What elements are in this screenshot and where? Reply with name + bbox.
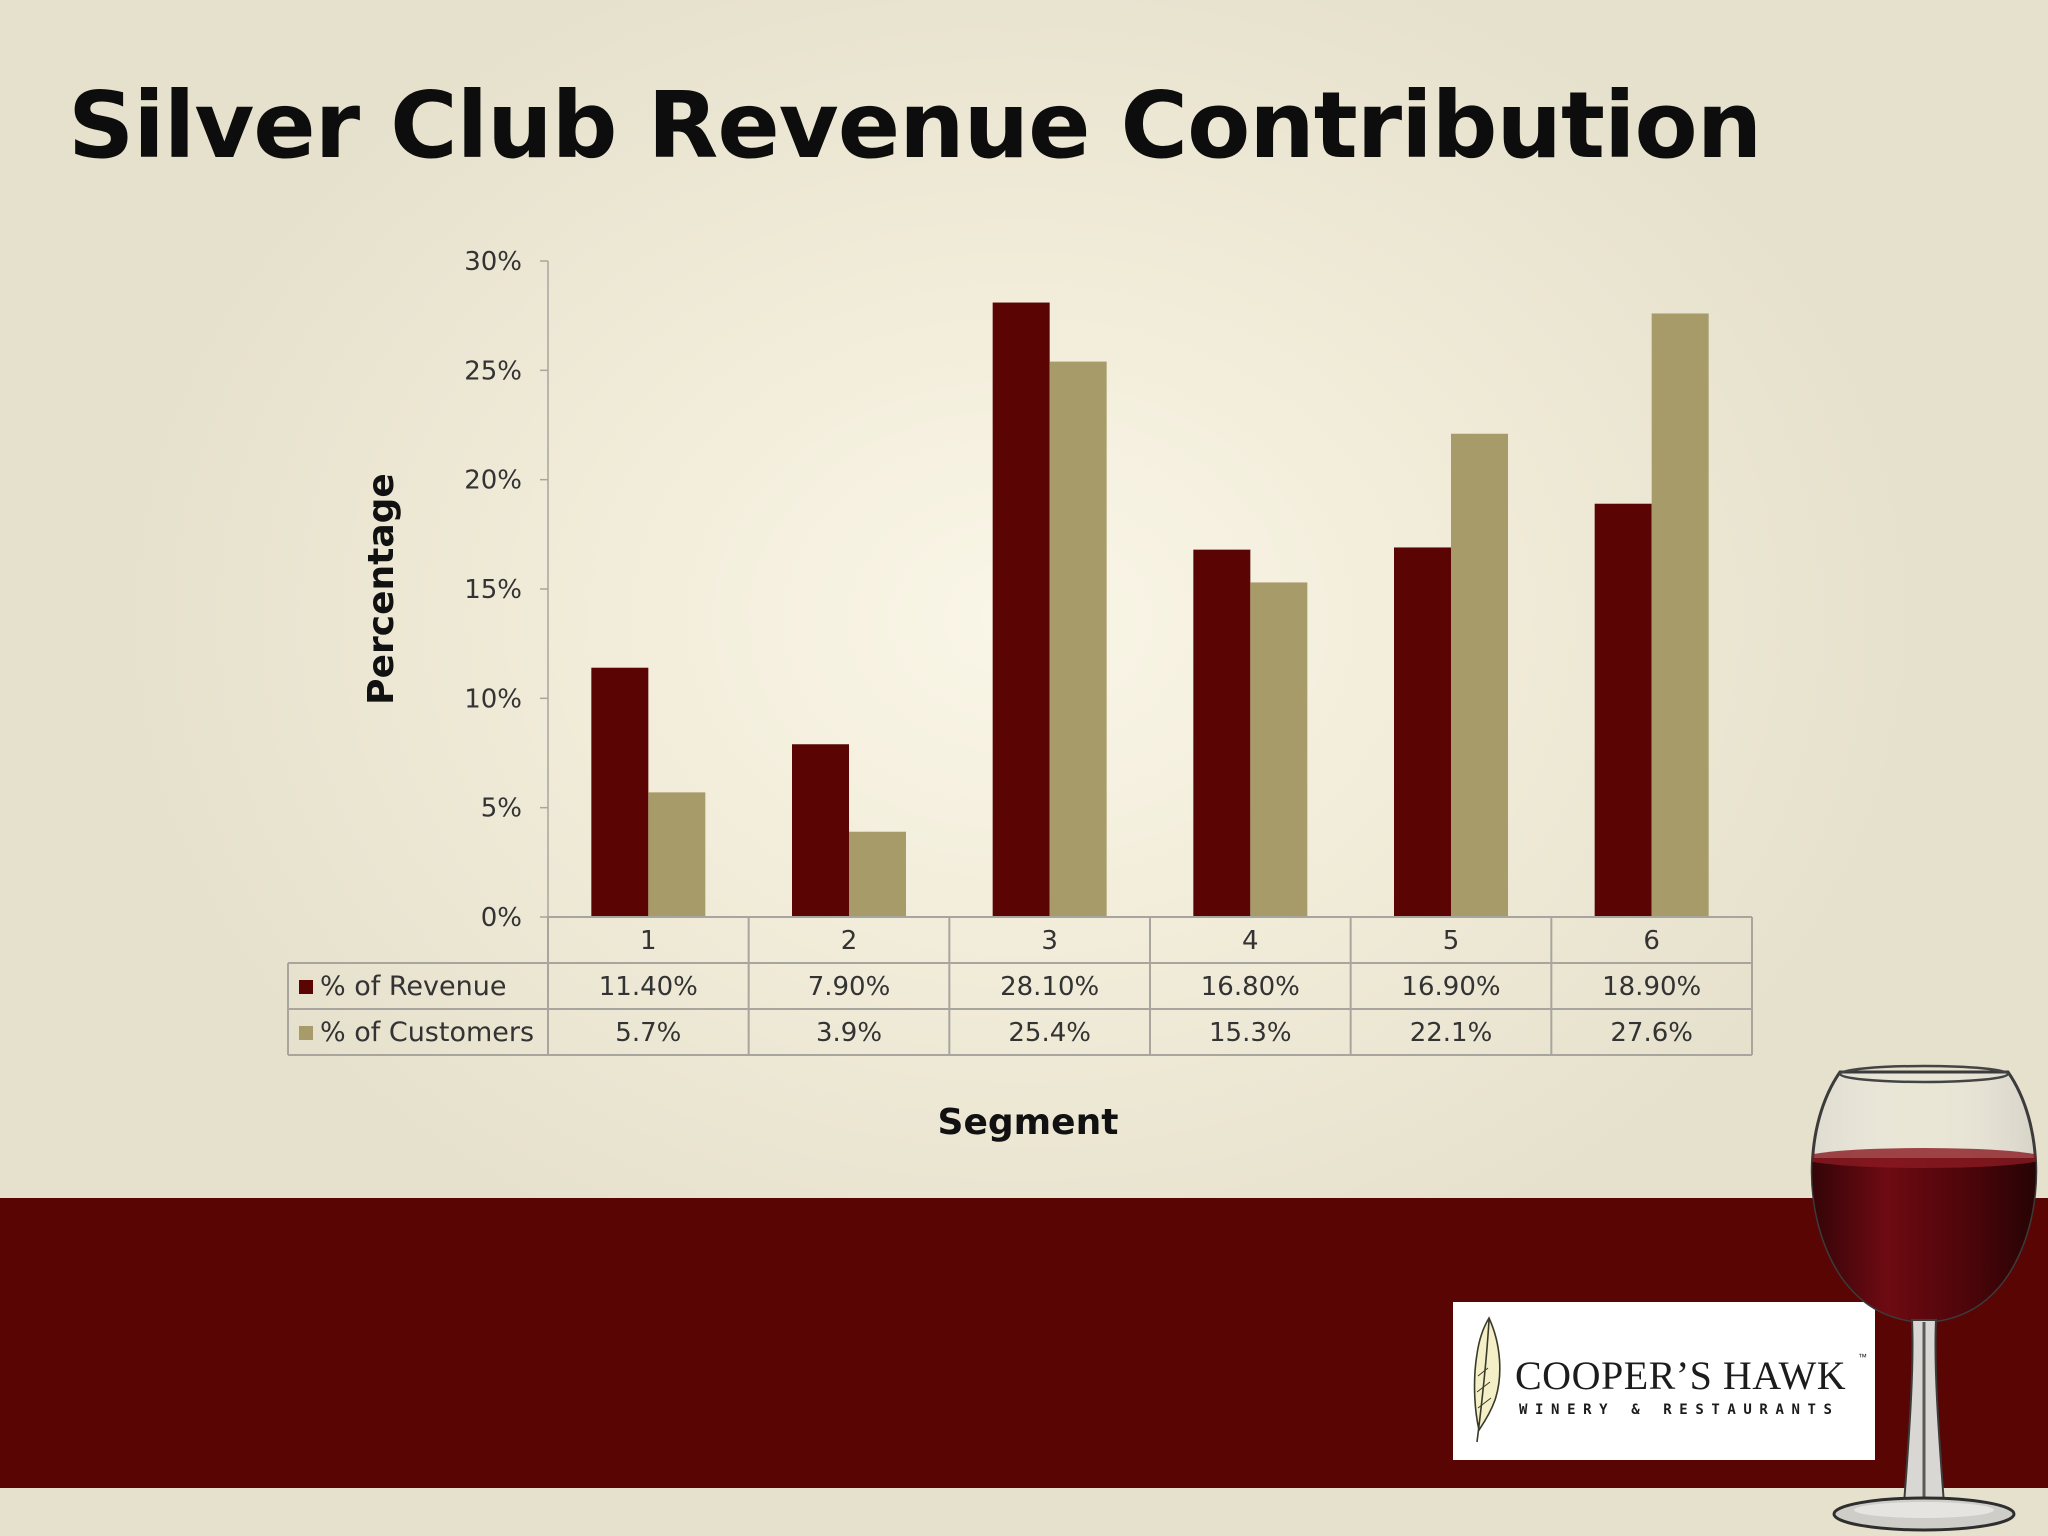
data-label: 11.40% (599, 972, 698, 1002)
bar-revenue-4 (1193, 549, 1251, 917)
data-label: 16.90% (1401, 972, 1500, 1002)
y-tick-label: 30% (464, 247, 522, 277)
slide-title: Silver Club Revenue Contribution (68, 72, 1762, 179)
x-tick-label: 1 (640, 926, 657, 956)
data-label: 22.1% (1410, 1018, 1493, 1048)
y-tick-label: 25% (464, 356, 522, 386)
bar-customers-3 (1049, 361, 1107, 917)
data-label: 5.7% (615, 1018, 681, 1048)
x-tick-label: 4 (1242, 926, 1259, 956)
legend-key-customers (299, 1026, 313, 1040)
bar-customers-6 (1651, 313, 1709, 918)
bar-revenue-6 (1594, 503, 1652, 917)
data-label: 28.10% (1000, 972, 1099, 1002)
data-label: 16.80% (1201, 972, 1300, 1002)
x-tick-label: 3 (1041, 926, 1058, 956)
data-label: 3.9% (816, 1018, 882, 1048)
y-tick-label: 20% (464, 466, 522, 496)
bar-revenue-5 (1394, 547, 1451, 917)
coopers-hawk-logo: COOPER’S HAWK ™ WINERY & RESTAURANTS (1453, 1302, 1875, 1460)
bar-customers-2 (849, 831, 906, 917)
legend-label-revenue: % of Revenue (320, 971, 506, 1002)
bar-revenue-1 (591, 667, 649, 917)
data-label: 7.90% (808, 972, 891, 1002)
bar-revenue-3 (992, 302, 1050, 918)
data-label: 15.3% (1209, 1018, 1292, 1048)
legend-label-customers: % of Customers (320, 1017, 534, 1048)
logo-tagline: WINERY & RESTAURANTS (1519, 1402, 1840, 1418)
x-axis-title: Segment (938, 1102, 1119, 1143)
bar-customers-4 (1250, 582, 1308, 917)
bar-revenue-2 (792, 744, 849, 917)
y-tick-label: 10% (464, 684, 522, 714)
y-tick-label: 5% (481, 794, 522, 824)
logo-trademark: ™ (1858, 1352, 1867, 1362)
x-tick-label: 5 (1443, 926, 1460, 956)
x-tick-label: 6 (1643, 926, 1660, 956)
x-tick-label: 2 (841, 926, 858, 956)
data-label: 27.6% (1610, 1018, 1693, 1048)
bar-chart: 0% 5% 10% 15% 20% 25% 30% Percentage 1 2 3 4 5 6 % of … (287, 247, 1753, 1143)
data-label: 25.4% (1008, 1018, 1091, 1048)
bar-customers-5 (1451, 433, 1508, 917)
logo-name: COOPER’S HAWK (1515, 1353, 1847, 1398)
y-axis-title: Percentage (361, 473, 402, 705)
y-tick-label: 0% (481, 903, 522, 933)
feather-icon (1473, 1316, 1501, 1443)
data-label: 18.90% (1602, 972, 1701, 1002)
wine-glass-icon (1810, 1064, 2038, 1532)
bar-customers-1 (648, 792, 706, 917)
legend-key-revenue (299, 980, 313, 994)
y-tick-label: 15% (464, 575, 522, 605)
